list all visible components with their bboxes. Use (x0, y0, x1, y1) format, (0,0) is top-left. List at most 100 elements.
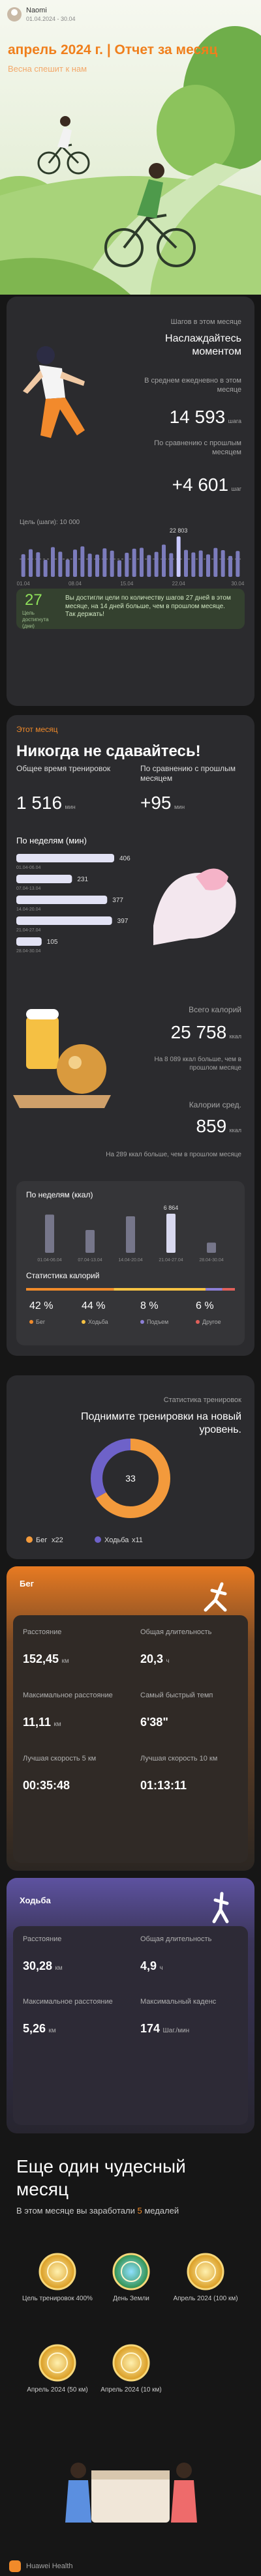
value-label: 6 % (196, 1300, 214, 1311)
medals-sentence: В этом месяце вы заработали 5 медалей (16, 2206, 232, 2216)
medal (112, 2253, 150, 2291)
walk-figure (212, 1892, 229, 1924)
stat-row: 152,45 км (23, 1652, 69, 1667)
kcal-avg-label: Калории сред. (189, 1100, 241, 1109)
goal-box (16, 589, 245, 629)
bar (65, 559, 70, 577)
bar (162, 544, 166, 577)
bar (87, 553, 92, 577)
bar (16, 854, 114, 862)
category-label: 07.04-13.04 (16, 886, 40, 891)
stat-value: 4,9 (140, 1959, 157, 1972)
kcal-total-unit: ккал (229, 1033, 241, 1040)
stat-value: 5,26 (23, 2022, 46, 2035)
stat-label: Общая длительность (140, 1628, 212, 1636)
workouts-title: Поднимите тренировки на новый уровень. (80, 1411, 241, 1435)
stat-value: 174 (140, 2022, 161, 2035)
medal-inner (47, 2352, 68, 2373)
medals-title: Еще один чудесный месяц (16, 2156, 186, 2199)
medal-label: Апрель 2024 (100 км) (173, 2295, 238, 2302)
bar (110, 550, 114, 577)
medal-label: Цель тренировок 400% (22, 2295, 93, 2302)
bar (16, 875, 72, 883)
bar (166, 1214, 176, 1253)
bar (191, 552, 196, 577)
report-title: апрель 2024 г. | Отчет за месяц (8, 42, 218, 57)
value-label: 42 % (29, 1300, 53, 1311)
legend-dot (196, 1320, 200, 1324)
bar (36, 552, 40, 577)
stat-row: 11,11 км (23, 1715, 61, 1730)
value-label: 397 (117, 918, 129, 925)
x-tick-label: 08.04 (69, 581, 82, 587)
value-label: 44 % (82, 1300, 105, 1311)
calorie-stats-title: Статистика калорий (26, 1271, 100, 1280)
bar (198, 550, 203, 577)
bar (207, 1242, 216, 1253)
goal-text: Вы достигли цели по количеству шагов 27 … (65, 594, 231, 618)
medal-inner (47, 2261, 68, 2282)
stat-label: Лучшая скорость 10 км (140, 1755, 218, 1763)
bar (154, 551, 159, 577)
legend-name: Ходьба (104, 1536, 129, 1544)
value-label: 22 803 (170, 527, 188, 534)
value-label: 8 % (140, 1300, 159, 1311)
value-label: 105 (47, 939, 58, 946)
category-label: 28.04-30.04 (16, 949, 40, 954)
stat-row: 30,28 км (23, 1959, 63, 1974)
legend-label: Ходьба (88, 1319, 108, 1325)
stat-unit: ч (166, 1658, 170, 1665)
bar (140, 548, 144, 577)
category-label: 01.04-06.04 (16, 866, 40, 870)
stat-unit: км (61, 1658, 69, 1665)
stat-row: 6'38" (140, 1715, 168, 1730)
x-tick-label: 28.04-30.04 (199, 1258, 223, 1263)
weekly-kcal-title: По неделям (ккал) (26, 1190, 93, 1199)
avg-row: 14 593 шага (170, 405, 241, 428)
kcal-avg-unit: ккал (229, 1127, 241, 1134)
stat-value: 30,28 (23, 1959, 53, 1972)
legend-label: Бег (36, 1319, 46, 1325)
kcal-panel (16, 1181, 245, 1345)
legend-count: x22 (52, 1536, 63, 1544)
stat-row: 20,3 ч (140, 1652, 170, 1667)
report-subtitle: Весна спешит к нам (8, 64, 87, 74)
stat-unit: Шаг./мин (162, 2027, 190, 2034)
stat-row: 00:35:48 (23, 1778, 70, 1793)
goal-days-label: Цель достигнута (дни) (22, 610, 49, 629)
stat-row: 5,26 км (23, 2021, 56, 2036)
medal (112, 2344, 150, 2382)
kcal-total-row: 25 758 ккал (171, 1021, 241, 1044)
bar (169, 553, 174, 577)
legend-label: Другое (202, 1319, 221, 1325)
x-tick-label: 22.04 (172, 581, 186, 587)
stat-row: 174 Шаг./мин (140, 2021, 189, 2036)
header-illustration (0, 26, 261, 295)
stat-label: Расстояние (23, 1935, 62, 1943)
x-tick-label: 14.04-20.04 (118, 1258, 142, 1263)
stat-row: 01:13:11 (140, 1778, 187, 1793)
kcal-avg-row: 859 ккал (196, 1115, 241, 1137)
bar (221, 549, 225, 577)
period: 01.04.2024 - 30.04 (26, 16, 76, 22)
workouts-card (7, 1375, 254, 1559)
stat-label: Максимальное расстояние (23, 1691, 113, 1699)
total-value: 1 516 (16, 793, 63, 813)
bar (125, 553, 129, 577)
bar (43, 559, 48, 577)
bar (16, 916, 112, 925)
diff-label: По сравнению с прошлым месяцем (154, 439, 241, 456)
stat-row: 4,9 ч (140, 1959, 163, 1974)
avg-value: 14 593 (169, 407, 226, 427)
value-label: 231 (77, 876, 88, 883)
bar (85, 1230, 95, 1253)
stat-value: 00:35:48 (23, 1779, 70, 1792)
goal-days: 27 (25, 591, 42, 609)
bar (51, 547, 55, 577)
bar (16, 896, 108, 904)
steps-motto: Наслаждайтесь моментом (165, 333, 241, 357)
runner-illustration (23, 346, 85, 438)
x-tick-label: 21.04-27.04 (159, 1258, 183, 1263)
walk-icon (95, 1536, 101, 1543)
